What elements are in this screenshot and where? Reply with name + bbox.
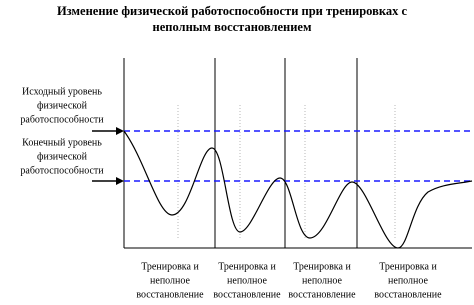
segment-label: восстановление (288, 289, 356, 300)
level-lines (124, 130, 472, 182)
title: неполным восстановлением (153, 20, 312, 34)
dotted-guides (177, 105, 396, 240)
segment-label: неполное (227, 275, 267, 286)
segment-label: восстановление (213, 289, 281, 300)
segment-label: восстановление (136, 289, 204, 300)
segment-label: неполное (388, 275, 428, 286)
segment-label: Тренировка и (379, 261, 437, 272)
segment-label: Тренировка и (218, 261, 276, 272)
segment-label: неполное (150, 275, 190, 286)
level-label: Конечный уровень (22, 137, 102, 148)
level-label: физической (37, 151, 88, 162)
level-label: работоспособности (20, 165, 104, 176)
segment-label: Тренировка и (293, 261, 351, 272)
segment-label: неполное (302, 275, 342, 286)
arrows (92, 127, 124, 185)
segment-label: восстановление (374, 289, 442, 300)
level-label: физической (37, 100, 88, 111)
segment-label: Тренировка и (141, 261, 199, 272)
level-label: работоспособности (20, 114, 104, 125)
capacity-curve (123, 130, 473, 249)
level-label: Исходный уровень (22, 86, 102, 97)
title: Изменение физической работоспособности п… (57, 4, 408, 18)
axes (123, 58, 472, 249)
